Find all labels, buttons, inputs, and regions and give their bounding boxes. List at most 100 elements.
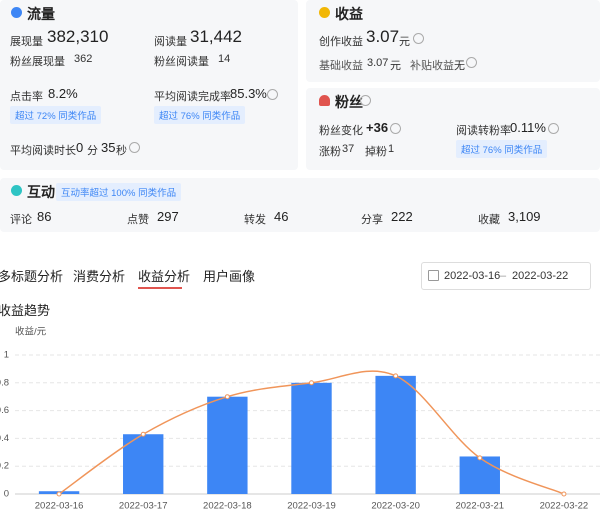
- y-axis-title: 收益/元: [15, 326, 47, 338]
- unit: 秒: [116, 145, 127, 157]
- refresh-icon: [413, 33, 424, 44]
- line-point: [140, 431, 146, 437]
- date-end: 2022-03-22: [512, 270, 569, 282]
- metric-value: 382,310: [47, 27, 109, 46]
- y-tick-label: 0.4: [0, 433, 9, 444]
- y-tick-label: 1: [4, 350, 9, 361]
- section-title: 收益趋势: [0, 303, 51, 318]
- metric-value: 37: [342, 143, 355, 155]
- line-point: [224, 394, 230, 400]
- card-title: 粉丝: [335, 94, 363, 110]
- metric-value: 222: [391, 209, 413, 224]
- line-point: [477, 455, 483, 461]
- metric-label: 转发: [244, 214, 266, 226]
- metric-label: 收藏: [478, 214, 500, 226]
- x-tick-label: 2022-03-21: [455, 501, 504, 512]
- line-point: [393, 373, 399, 379]
- badge: 互动率超过 100% 同类作品: [56, 183, 182, 201]
- metric-label: 分享: [361, 214, 383, 226]
- y-tick-label: 0.8: [0, 377, 9, 388]
- y-tick-label: 0: [4, 489, 9, 500]
- metric-label: 评论: [10, 214, 32, 226]
- traffic-card: 流量 展现量 382,310 阅读量 31,442 粉丝展现量 362 粉丝阅读…: [0, 0, 298, 170]
- fans-card: 粉丝 粉丝变化 +36 阅读转粉率 0.11% 涨粉 37 掉粉 1 超过 76…: [306, 88, 600, 170]
- x-tick-label: 2022-03-17: [119, 501, 168, 512]
- metric-value: 3,109: [508, 209, 541, 224]
- metric-label: 涨粉: [319, 146, 341, 158]
- metric-label: 基础收益: [319, 60, 363, 72]
- metric-value: 35: [101, 140, 116, 155]
- chart: 收益/元 0 0.2 0.4 0.6 0.8 1 2022-03-16 2022-03-17 2…: [0, 326, 600, 512]
- unit: 元: [390, 60, 401, 72]
- metric-label: 平均阅读时长: [10, 145, 76, 157]
- x-tick-label: 2022-03-22: [540, 501, 589, 512]
- x-tick-label: 2022-03-20: [371, 501, 420, 512]
- card-title: 收益: [335, 6, 363, 22]
- metric-label: 补贴收益: [410, 60, 454, 72]
- metric-value: 0: [76, 140, 84, 155]
- tab[interactable]: 收益分析: [138, 269, 191, 284]
- fans-icon: [319, 95, 330, 106]
- interaction-card: 互动 互动率超过 100% 同类作品 评论 86 点赞 297 转发 46 分享 222 收藏 3…: [0, 178, 600, 232]
- metric-label: 粉丝变化: [319, 125, 363, 137]
- bar: [459, 456, 500, 494]
- bar: [207, 396, 248, 494]
- interaction-icon: [11, 185, 22, 196]
- metric-label: 点赞: [127, 214, 149, 226]
- tab-underline: [138, 287, 182, 289]
- x-tick-label: 2022-03-16: [35, 501, 84, 512]
- help-icon: [466, 57, 477, 68]
- metric-label: 阅读量: [154, 36, 187, 48]
- metric-value: 85.3%: [230, 86, 267, 101]
- metric-value: 3.07: [367, 57, 389, 69]
- badge: 超过 76% 同类作品: [456, 140, 548, 158]
- refresh-icon: [390, 123, 401, 134]
- line-point: [309, 380, 314, 386]
- unit: 分: [87, 145, 98, 157]
- metric-label: 粉丝阅读量: [154, 56, 209, 68]
- card-title: 互动: [27, 184, 55, 200]
- line-point: [561, 491, 567, 497]
- date-start: 2022-03-16: [444, 270, 501, 282]
- metric-label: 平均阅读完成率: [154, 91, 231, 103]
- tab[interactable]: 多标题分析: [0, 269, 64, 284]
- metric-value: 1: [388, 143, 395, 155]
- metric-value: 46: [274, 209, 289, 224]
- metric-label: 点击率: [10, 91, 43, 103]
- calendar-icon: [428, 270, 439, 281]
- metric-value: 无: [454, 60, 465, 72]
- metric-value: 0.11%: [510, 120, 546, 135]
- refresh-icon: [548, 123, 559, 134]
- refresh-icon: [267, 89, 278, 100]
- x-tick-label: 2022-03-18: [203, 501, 252, 512]
- metric-label: 粉丝展现量: [10, 56, 65, 68]
- card-title: 流量: [27, 6, 55, 22]
- metric-value: 31,442: [190, 27, 242, 46]
- metric-value: 86: [37, 209, 52, 224]
- tab[interactable]: 消费分析: [73, 269, 126, 284]
- badge: 超过 72% 同类作品: [10, 106, 102, 124]
- metric-value: 14: [218, 53, 231, 65]
- y-tick-label: 0.6: [0, 405, 9, 416]
- metric-value: +36: [366, 120, 389, 135]
- metric-value: 297: [157, 209, 179, 224]
- metric-label: 掉粉: [365, 146, 387, 158]
- income-icon: [319, 7, 330, 18]
- income-card: 收益 创作收益 3.07 元 基础收益 3.07 元 补贴收益 无: [306, 0, 600, 82]
- refresh-icon: [129, 142, 140, 153]
- metric-label: 创作收益: [319, 36, 363, 48]
- y-tick-label: 0.2: [0, 461, 9, 472]
- bar: [291, 382, 332, 494]
- metric-label: 展现量: [10, 36, 43, 48]
- date-range-picker[interactable]: 2022-03-16 – 2022-03-22: [421, 262, 591, 290]
- line-point: [56, 491, 62, 497]
- bar: [123, 434, 164, 494]
- metric-label: 阅读转粉率: [456, 125, 511, 137]
- tab[interactable]: 用户画像: [203, 269, 256, 284]
- metric-value: 3.07: [366, 27, 400, 46]
- metric-value: 8.2%: [48, 86, 78, 101]
- bar: [375, 375, 416, 494]
- unit: 元: [399, 36, 410, 48]
- help-icon: [360, 95, 371, 106]
